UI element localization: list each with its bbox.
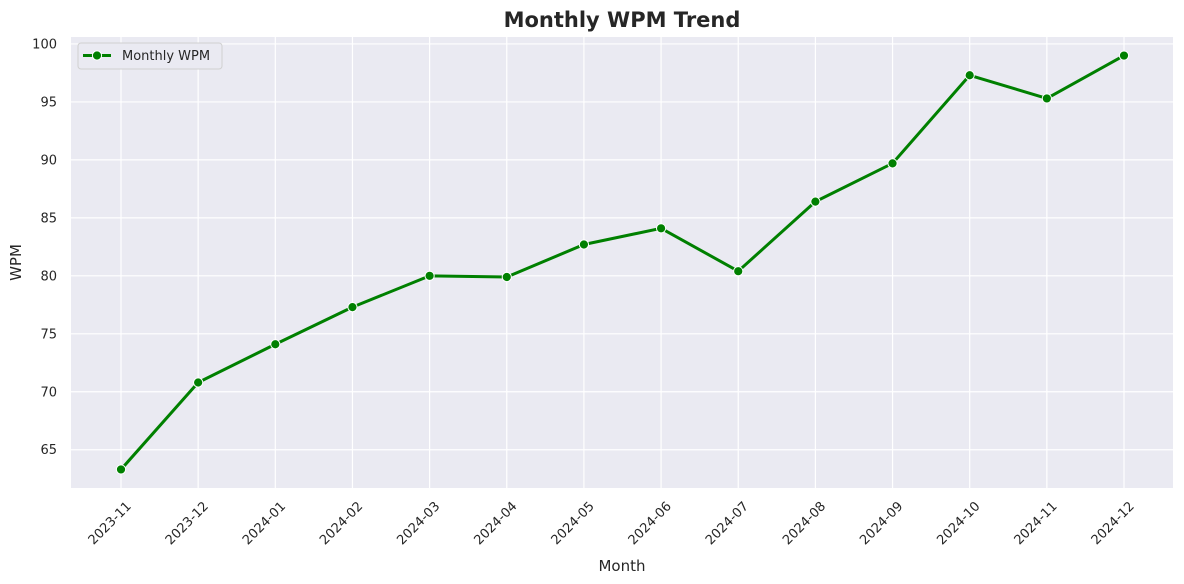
x-tick-label: 2023-11: [86, 499, 135, 548]
y-tick-label: 75: [40, 327, 57, 342]
x-tick-label: 2024-01: [240, 499, 289, 548]
x-tick-label: 2024-09: [857, 499, 906, 548]
x-tick-label: 2024-03: [394, 499, 443, 548]
x-tick-label: 2024-08: [780, 499, 829, 548]
series-line-0: [119, 54, 1126, 471]
x-tick-label: 2024-10: [934, 499, 983, 548]
series-layer: [115, 50, 1130, 475]
data-point: [115, 464, 127, 475]
x-axis-ticks: 2023-11 2023-12 2024-01 2024-02 2024-03 2024-…: [86, 499, 1138, 548]
grid-lines: [71, 37, 1173, 488]
data-point: [655, 223, 667, 234]
chart-title: Monthly WPM Trend: [504, 8, 741, 32]
y-axis-label: WPM: [7, 244, 25, 281]
data-point: [270, 339, 281, 350]
x-tick-label: 2024-02: [317, 499, 366, 548]
data-point: [733, 266, 744, 277]
x-tick-label: 2024-05: [549, 499, 598, 548]
y-tick-label: 95: [40, 95, 57, 110]
y-tick-label: 80: [40, 269, 57, 284]
x-tick-label: 2024-04: [471, 499, 520, 548]
y-axis-ticks: 65 70 75 80 85 90 95 100: [32, 37, 57, 458]
legend-entry-monthly-wpm: Monthly WPM: [122, 49, 210, 64]
data-point: [347, 302, 358, 313]
x-tick-label: 2023-12: [163, 499, 212, 548]
y-tick-label: 70: [40, 385, 57, 400]
data-point: [810, 196, 821, 207]
data-point: [887, 158, 898, 169]
data-point: [964, 70, 975, 81]
x-tick-label: 2024-11: [1012, 499, 1061, 548]
data-point: [424, 270, 435, 281]
plot-background: [71, 37, 1173, 488]
data-point: [501, 271, 512, 283]
legend-box: [77, 42, 223, 70]
data-point: [1041, 93, 1052, 104]
y-tick-label: 65: [40, 443, 57, 458]
y-tick-label: 85: [40, 211, 57, 226]
y-tick-label: 90: [40, 153, 57, 168]
x-tick-label: 2024-07: [703, 499, 752, 548]
data-point: [1118, 50, 1130, 61]
x-tick-label: 2024-12: [1089, 499, 1138, 548]
x-tick-label: 2024-06: [626, 499, 675, 548]
y-tick-label: 100: [32, 37, 57, 52]
data-point: [578, 239, 590, 250]
data-point: [193, 377, 204, 388]
legend: Monthly WPM: [77, 42, 223, 70]
x-axis-label: Month: [598, 557, 645, 575]
legend-marker: [91, 50, 103, 61]
